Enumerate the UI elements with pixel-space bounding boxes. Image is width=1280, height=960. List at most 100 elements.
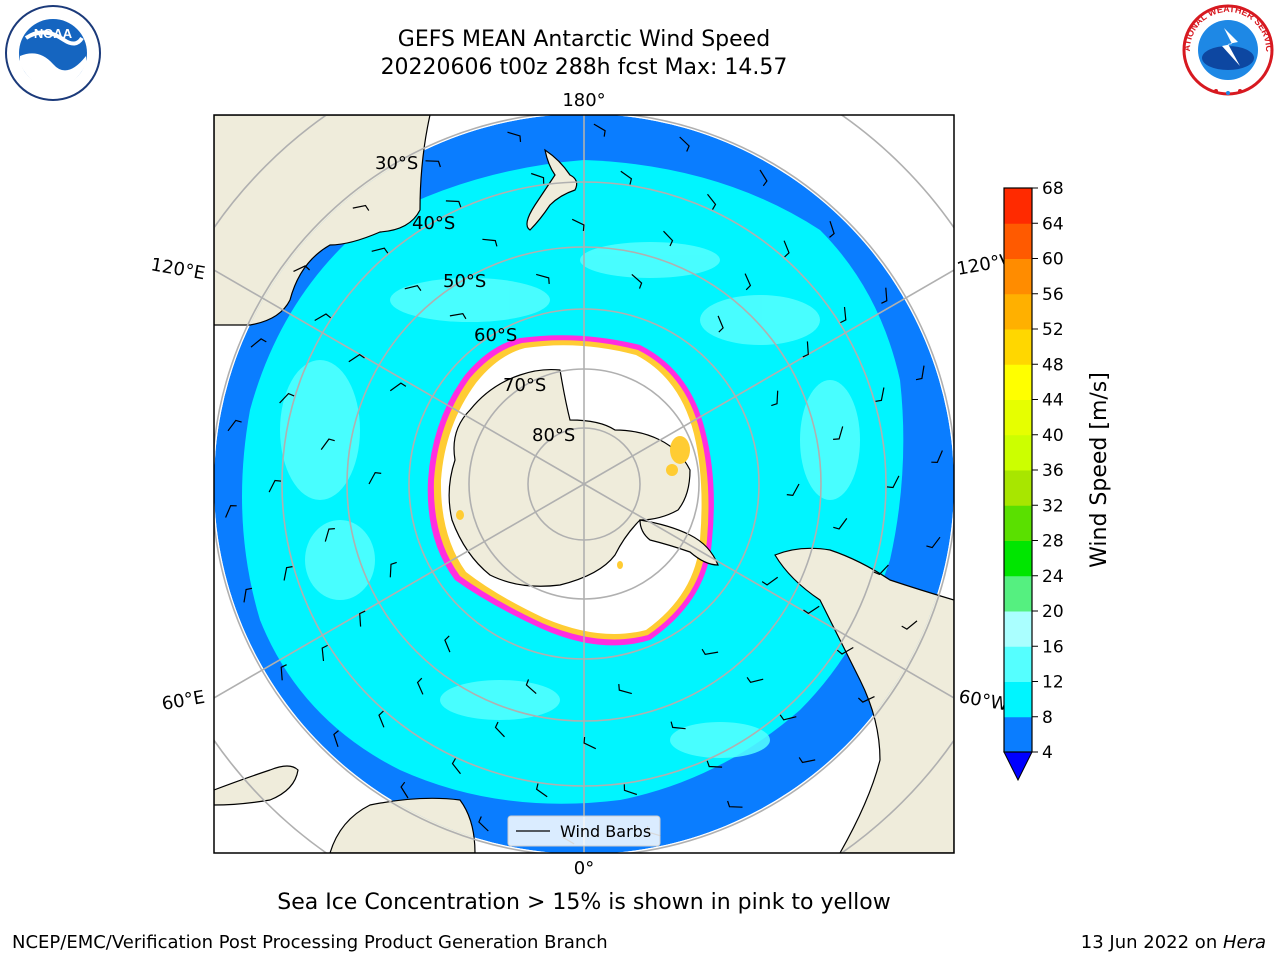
wind-barb <box>348 353 365 363</box>
footer-host: Hera <box>1222 932 1266 953</box>
colorbar-segment <box>1004 681 1032 718</box>
colorbar-tick-label: 4 <box>1042 743 1053 763</box>
wind-barb <box>926 536 941 549</box>
colorbar-tick-label: 24 <box>1042 567 1064 587</box>
sea-ice-patches <box>456 436 690 569</box>
legend-label: Wind Barbs <box>560 822 651 841</box>
colorbar-tick-label: 52 <box>1042 320 1064 340</box>
wind-barb <box>507 131 522 142</box>
colorbar-tick-label: 60 <box>1042 250 1064 270</box>
latitude-labels: 30°S 40°S 50°S 60°S 70°S 80°S <box>375 153 575 446</box>
map-legend: Wind Barbs <box>507 815 661 847</box>
wind-barb <box>783 240 790 258</box>
wind-barb <box>324 528 335 542</box>
wind-barb <box>707 193 717 210</box>
colorbar-tick-label: 44 <box>1042 391 1064 411</box>
wind-barb <box>243 587 253 603</box>
wind-barb <box>525 679 537 695</box>
wind-barb <box>280 664 287 681</box>
wind-barb <box>293 265 311 272</box>
wind-barb <box>425 160 441 168</box>
wind-barb <box>283 566 293 581</box>
wind-barb <box>875 387 885 402</box>
wind-barb <box>679 136 690 152</box>
wind-barb <box>449 313 467 320</box>
lon-label-0: 0° <box>574 858 594 879</box>
colorbar-tick-label: 48 <box>1042 355 1064 375</box>
colorbar-label: Wind Speed [m/s] <box>1087 372 1112 568</box>
colorbar-segment <box>1004 646 1032 682</box>
wind-barb <box>225 504 237 518</box>
wind-barb <box>333 730 339 747</box>
colorbar-segment <box>1004 258 1032 295</box>
lat-label-80: 80°S <box>532 425 575 446</box>
wind-barb <box>404 285 422 291</box>
colorbar-segment <box>1004 434 1032 471</box>
new-zealand-land <box>526 148 578 231</box>
wind-barb <box>320 438 335 450</box>
wind-barb <box>761 576 779 586</box>
wind-barb <box>378 710 385 728</box>
lon-label-60e: 60°E <box>160 687 206 715</box>
wind-barb <box>829 221 835 238</box>
wind-barb <box>620 170 633 185</box>
wind-barb <box>444 635 451 653</box>
wind-barb <box>631 273 643 289</box>
wind-barb <box>250 338 267 348</box>
lat-label-70: 70°S <box>503 375 546 396</box>
footer-date-text: 13 Jun 2022 on <box>1080 932 1223 953</box>
colorbar-tick-label: 16 <box>1042 637 1064 657</box>
colorbar-segment <box>1004 364 1032 400</box>
colorbar-under-triangle <box>1003 751 1033 782</box>
colorbar-tick-label: 68 <box>1042 180 1064 199</box>
wind-barb <box>717 315 724 333</box>
colorbar-segment <box>1004 505 1032 541</box>
nws-logo: NATIONAL WEATHER SERVICE <box>1178 0 1274 96</box>
wind-barb <box>368 471 382 485</box>
colorbar-tick-label: 64 <box>1042 214 1064 234</box>
footer-branch: NCEP/EMC/Verification Post Processing Pr… <box>12 932 608 953</box>
colorbar-segment <box>1004 575 1032 612</box>
wind-barb <box>744 273 752 291</box>
colorbar-segment <box>1004 293 1032 330</box>
wind-barb <box>727 800 743 808</box>
colorbar-segment <box>1004 329 1032 365</box>
lat-label-60: 60°S <box>474 325 517 346</box>
antarctic-peninsula-land <box>639 519 719 566</box>
wind-barb <box>886 475 900 489</box>
wind-barb <box>915 365 925 381</box>
wind-barb <box>359 610 366 627</box>
sea-ice-caption: Sea Ice Concentration > 15% is shown in … <box>277 890 891 915</box>
colorbar-segment <box>1004 540 1032 577</box>
wind-barb <box>836 646 854 655</box>
wind-barb <box>314 313 332 322</box>
wind-barb <box>571 218 585 232</box>
wind-barbs <box>225 123 943 845</box>
wind-barb <box>771 390 779 407</box>
wind-barb <box>701 648 719 655</box>
wind-barb <box>901 620 918 630</box>
footer-date: 13 Jun 2022 on Hera <box>1081 932 1266 953</box>
colorbar-segment <box>1004 470 1032 506</box>
colorbar-tick-label: 36 <box>1042 461 1064 481</box>
wind-barb <box>445 200 462 208</box>
wind-barb <box>478 816 489 832</box>
chart-title: GEFS MEAN Antarctic Wind Speed <box>397 27 771 52</box>
wind-barb <box>857 696 875 703</box>
wind-barb <box>873 564 889 576</box>
lon-label-120e: 120°E <box>149 254 207 284</box>
wind-barb <box>531 172 545 184</box>
wind-barb <box>706 760 723 768</box>
madagascar-land <box>214 765 299 806</box>
wind-barb <box>759 169 768 187</box>
chart-subtitle: 20220606 t00z 288h fcst Max: 14.57 <box>380 55 788 80</box>
noaa-logo-text: NOAA <box>34 26 73 41</box>
colorbar-tick-label: 56 <box>1042 285 1064 305</box>
wind-barb <box>798 757 816 764</box>
colorbar-segment <box>1004 223 1032 259</box>
wind-barb <box>279 392 295 404</box>
wind-barb <box>389 561 397 578</box>
wind-barb <box>931 450 943 464</box>
wind-barb <box>746 677 764 683</box>
